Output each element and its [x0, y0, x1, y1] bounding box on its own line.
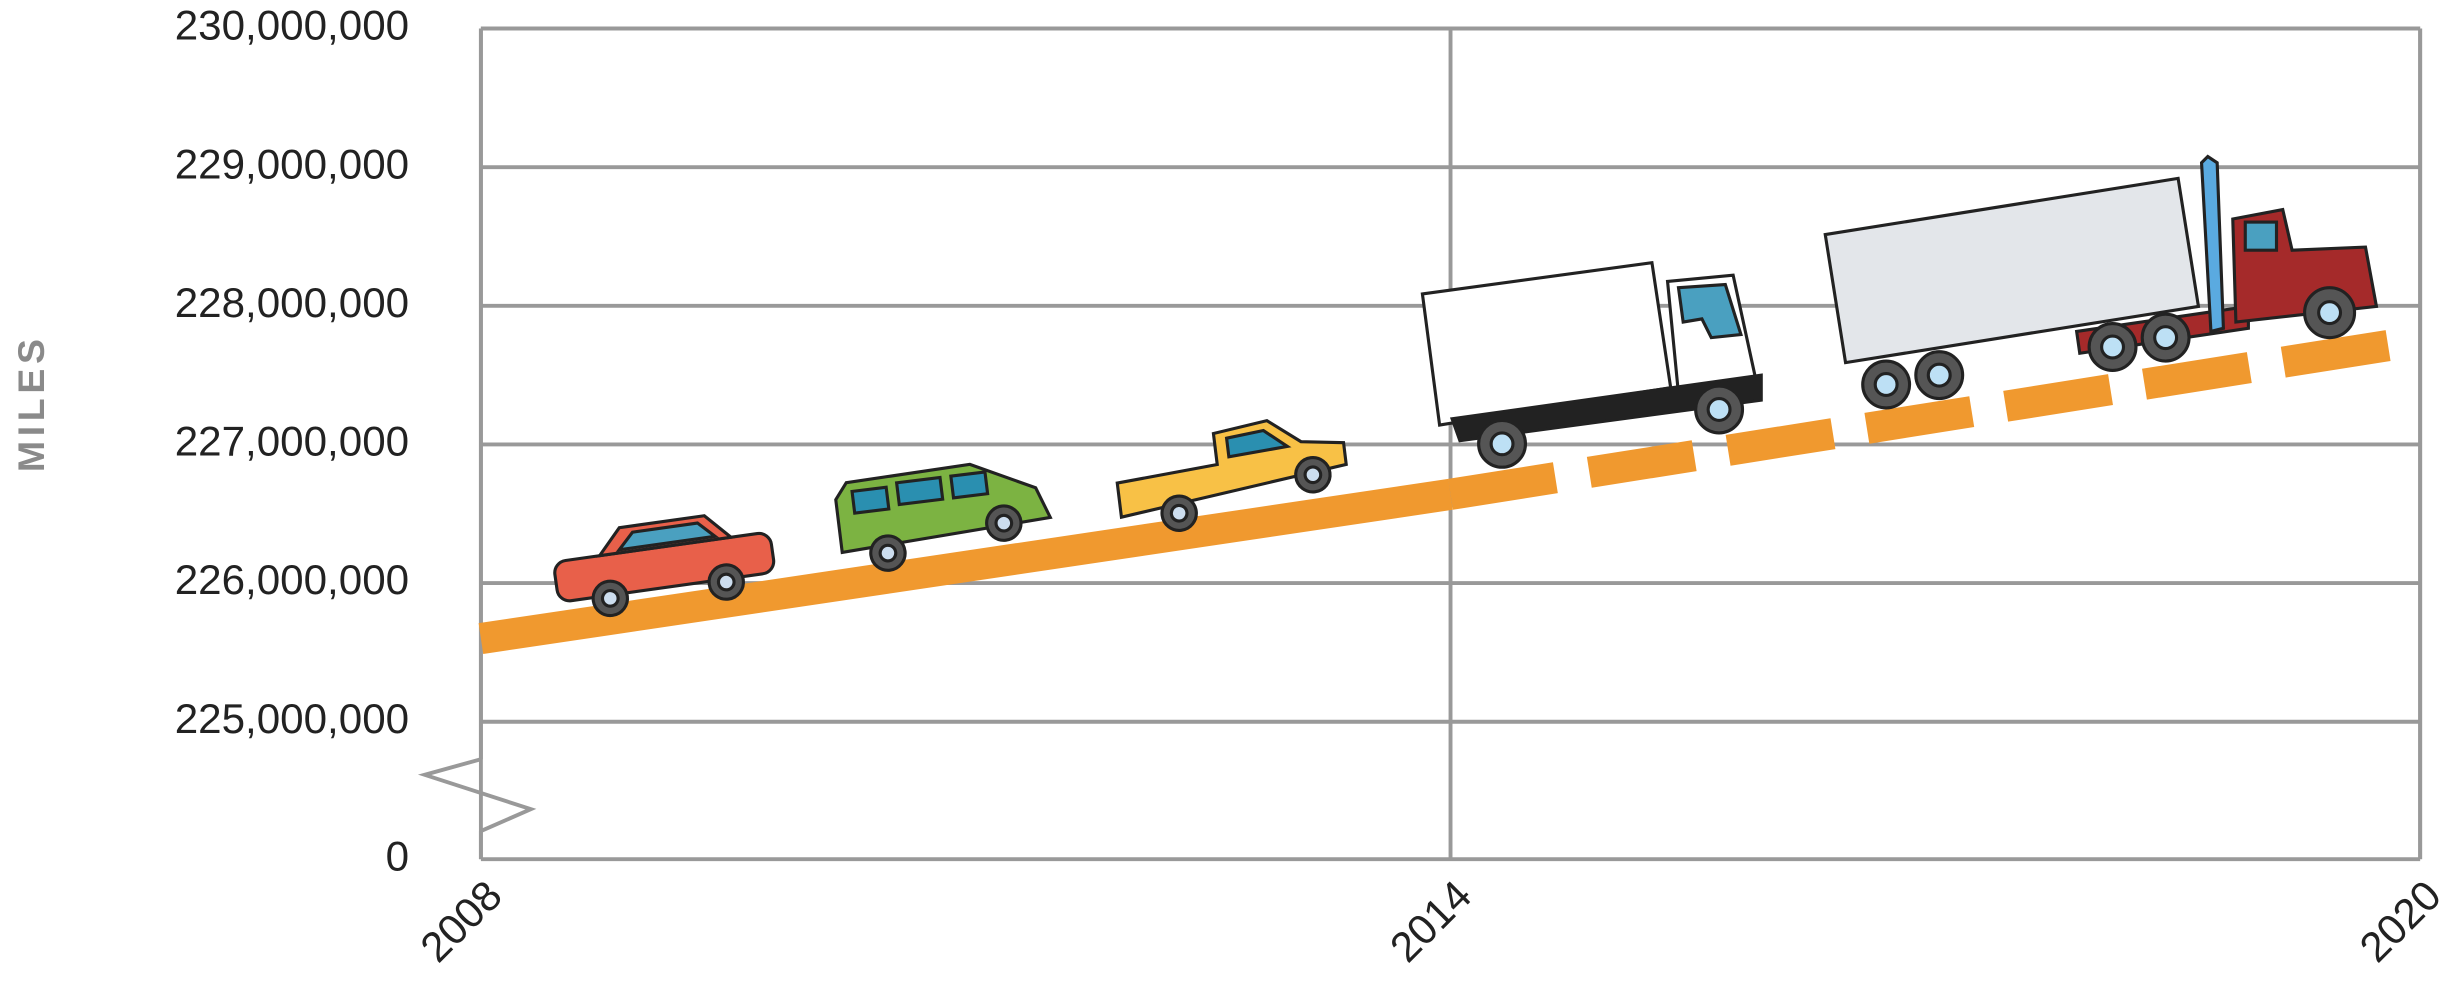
axis-break: [417, 757, 537, 833]
semi-truck: [1823, 154, 2379, 410]
y-tick-label: 0: [386, 832, 409, 879]
car: [553, 514, 776, 618]
x-tick-label: 2014: [1381, 871, 1481, 971]
lines: [478, 325, 2423, 654]
x-tick-label: 2008: [411, 871, 511, 971]
box-truck: [1420, 260, 1763, 469]
y-tick-label: 225,000,000: [175, 695, 409, 742]
y-tick-label: 227,000,000: [175, 418, 409, 465]
vehicles: [553, 154, 2379, 618]
pickup: [1115, 418, 1348, 532]
y-tick-label: 229,000,000: [175, 140, 409, 187]
line: [1448, 325, 2423, 510]
y-tick-label: 226,000,000: [175, 556, 409, 603]
y-tick-label: 228,000,000: [175, 279, 409, 326]
y-tick-label: 230,000,000: [175, 2, 409, 49]
grid: [478, 26, 2423, 860]
x-tick-label: 2020: [2350, 871, 2442, 971]
y-axis-label: MILES: [10, 334, 52, 472]
van: [834, 462, 1053, 572]
line: [478, 478, 1453, 654]
